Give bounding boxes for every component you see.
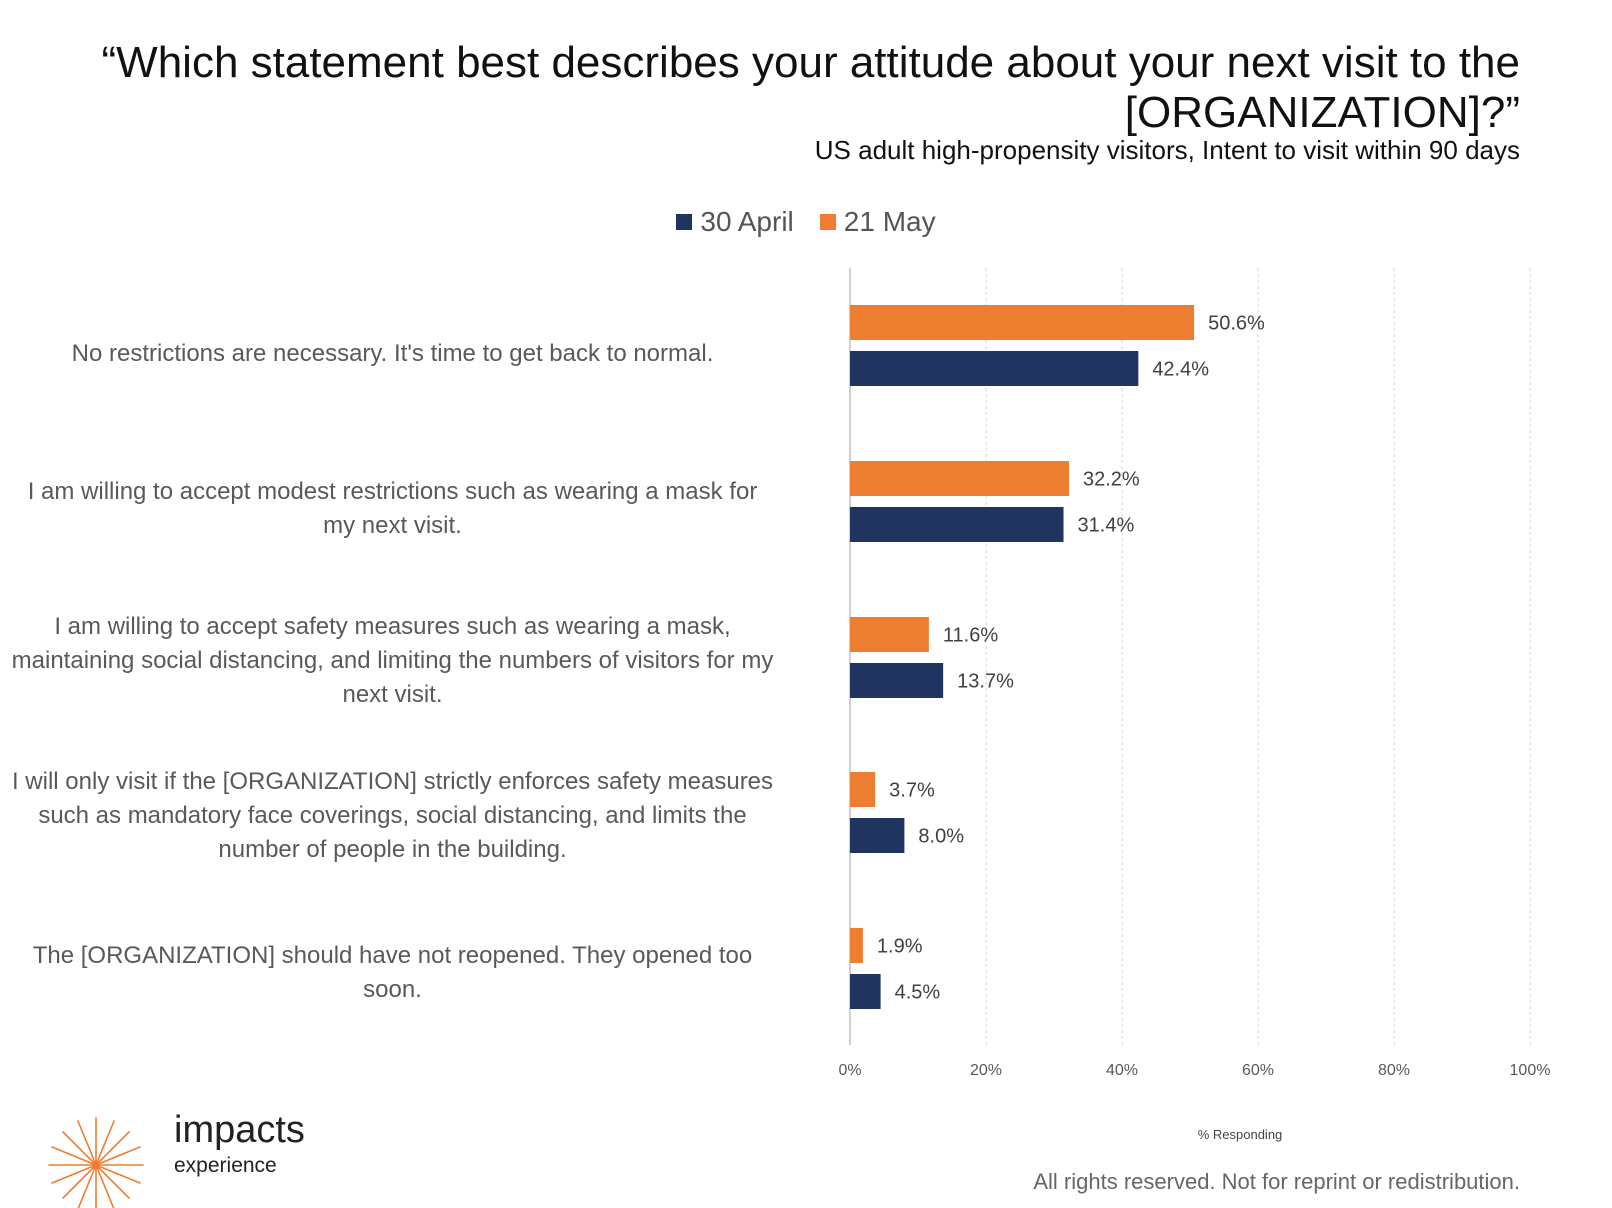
legend-swatch-30-april [676,214,693,230]
data-label: 4.5% [895,982,941,1004]
data-label: 13.7% [957,671,1014,693]
x-tick-label: 40% [1106,1062,1138,1079]
legend-label-30-april: 30 April [700,206,794,237]
footer-copyright: All rights reserved. Not for reprint or … [1033,1169,1520,1194]
data-label: 42.4% [1152,359,1209,381]
category-label-5: The [ORGANIZATION] should have not reope… [32,942,753,1003]
legend-swatch-21-may [819,214,836,230]
bar-30-april [850,818,905,853]
sunburst-logo-icon [48,1117,144,1208]
legend-label-21-may: 21 May [843,206,936,237]
bar-30-april [850,663,944,698]
category-label-2: I am willing to accept modest restrictio… [27,478,758,539]
x-tick-label: 0% [838,1062,861,1079]
x-tick-label: 20% [970,1062,1002,1079]
brand-tagline: experience [174,1154,277,1177]
data-label: 3.7% [889,780,935,802]
bar-21-may [850,617,929,652]
chart-subtitle: US adult high-propensity visitors, Inten… [814,135,1520,165]
bar-21-may [850,772,876,807]
data-label: 32.2% [1083,469,1140,491]
chart-title: “Which statement best describes your att… [101,38,1520,137]
data-label: 8.0% [918,826,964,848]
legend-item-21-may: 21 May [819,206,936,238]
x-tick-label: 100% [1510,1062,1551,1079]
bar-21-may [850,928,863,963]
category-label-4: I will only visit if the [ORGANIZATION] … [11,768,774,863]
data-label: 31.4% [1078,515,1135,537]
legend-item-30-april: 30 April [676,206,794,238]
bar-21-may [850,461,1069,496]
x-tick-label: 80% [1378,1062,1410,1079]
category-label-1: No restrictions are necessary. It's time… [71,340,714,367]
bar-30-april [850,974,881,1009]
x-tick-label: 60% [1242,1062,1274,1079]
data-label: 11.6% [943,625,998,647]
bar-30-april [850,507,1064,542]
bar-30-april [850,351,1139,386]
x-axis-title: % Responding [1197,1127,1283,1142]
brand-name: impacts [174,1109,305,1151]
data-label: 1.9% [877,936,923,958]
category-label-3: I am willing to accept safety measures s… [11,613,774,708]
bar-21-may [850,305,1195,340]
data-label: 50.6% [1208,313,1265,335]
legend: 30 April 21 May [0,206,1612,238]
